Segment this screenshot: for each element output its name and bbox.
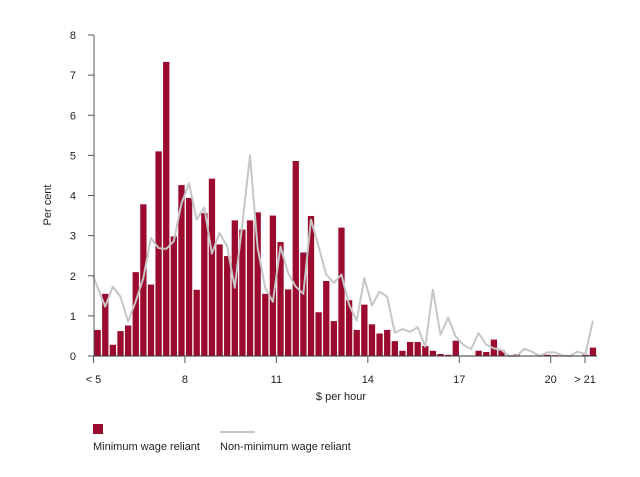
bar — [132, 272, 139, 356]
x-tick-label: 14 — [362, 374, 374, 386]
bar — [406, 341, 414, 356]
bar — [170, 236, 177, 356]
bar — [483, 351, 490, 356]
bar — [239, 229, 246, 356]
bar — [323, 280, 330, 356]
bar — [399, 350, 406, 356]
x-tick-label: 8 — [182, 374, 188, 386]
y-axis-label: Per cent — [42, 185, 54, 226]
x-tick-label: 20 — [545, 374, 557, 386]
bar — [201, 213, 208, 356]
bar — [117, 331, 124, 356]
bar — [94, 329, 101, 356]
bar — [292, 160, 299, 356]
x-tick-label: 11 — [271, 374, 282, 386]
bar — [102, 293, 109, 356]
bar — [269, 215, 277, 356]
bar — [589, 347, 597, 356]
bar — [361, 304, 368, 356]
y-tick-label: 8 — [70, 30, 76, 42]
bar-series — [94, 61, 597, 356]
bar — [178, 185, 185, 356]
x-tick-label: > 21 — [574, 374, 596, 386]
bar — [315, 312, 322, 356]
bar — [429, 350, 437, 356]
bar — [445, 354, 452, 356]
bar — [277, 242, 284, 356]
bar — [376, 333, 383, 356]
bar — [262, 293, 269, 356]
y-tick-label: 5 — [70, 150, 76, 162]
x-tick-label: 17 — [453, 374, 465, 386]
bar — [475, 350, 482, 356]
axes: 0 1 2 3 4 5 6 7 8 < 5 8 11 14 17 20 > 21 — [70, 30, 597, 386]
bar — [193, 289, 200, 356]
bar — [254, 212, 261, 356]
legend-swatch-minimum-wage-reliant — [93, 424, 103, 434]
bar — [285, 289, 292, 356]
y-tick-label: 3 — [70, 231, 76, 243]
bar — [124, 325, 132, 356]
bar — [452, 340, 459, 356]
bar — [338, 227, 345, 356]
bar — [498, 350, 505, 356]
bar — [384, 329, 391, 356]
bar — [414, 341, 421, 356]
bar — [422, 345, 429, 356]
y-tick-label: 4 — [70, 191, 76, 203]
y-tick-label: 2 — [70, 271, 76, 283]
y-tick-label: 0 — [70, 351, 76, 363]
y-tick-label: 1 — [70, 311, 76, 323]
x-tick-label: < 5 — [86, 374, 102, 386]
bar — [368, 324, 376, 356]
bar — [208, 178, 216, 356]
y-tick-label: 6 — [70, 110, 76, 122]
bar — [185, 197, 193, 356]
bar — [345, 300, 353, 356]
bar — [155, 151, 162, 356]
bar — [147, 284, 155, 356]
y-tick-label: 7 — [70, 70, 76, 82]
bar — [307, 215, 315, 356]
bar — [582, 354, 589, 356]
x-axis-label: $ per hour — [316, 391, 366, 403]
bar — [224, 256, 231, 356]
bar — [163, 61, 170, 356]
bar — [216, 244, 223, 356]
bar — [109, 344, 117, 356]
bar — [391, 341, 398, 356]
legend-label-minimum-wage-reliant: Minimum wage reliant — [93, 441, 200, 453]
bar — [353, 329, 360, 356]
bar — [330, 321, 338, 356]
bar — [300, 252, 307, 356]
bar — [437, 353, 444, 356]
legend-label-non-minimum-wage-reliant: Non-minimum wage reliant — [220, 441, 351, 453]
bar — [544, 354, 551, 356]
bar — [246, 220, 254, 356]
